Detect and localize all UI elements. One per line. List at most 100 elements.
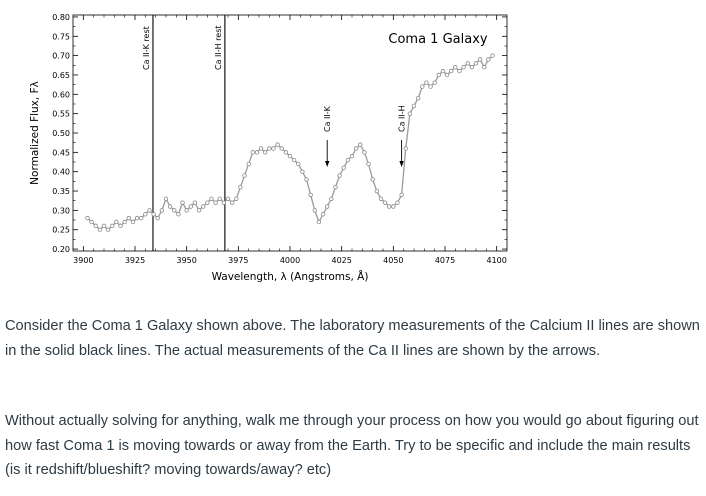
spectrum-point	[138, 215, 144, 221]
spectrum-point	[482, 65, 487, 70]
rest-line-label: Ca II-H rest	[214, 25, 223, 70]
spectrum-point	[192, 200, 198, 205]
spectrum-point	[333, 184, 338, 190]
spectrum-point	[263, 150, 268, 155]
spectrum-point	[209, 196, 214, 201]
spectrum-point	[217, 196, 222, 201]
spectrum-point	[440, 68, 446, 74]
spectrum-point	[353, 146, 359, 151]
x-tick-label: 4050	[383, 256, 403, 265]
observed-arrow-head	[399, 161, 404, 167]
spectrum-chart: 3900 3925 3950 3975 4000 4025 4050 4075 4100 0.20…	[29, 13, 508, 283]
spectrum-point	[134, 215, 140, 221]
spectrum-point	[457, 68, 462, 74]
spectrum-point	[403, 146, 408, 151]
spectrum-point	[411, 103, 417, 109]
spectrum-point	[477, 57, 483, 62]
spectrum-point	[155, 215, 160, 221]
spectrum-point	[221, 200, 227, 205]
observed-arrow-head	[325, 161, 330, 167]
spectrum-point	[275, 142, 280, 147]
y-tick-label: 0.50	[52, 129, 70, 138]
x-tick-label: 4075	[435, 256, 455, 265]
y-tick-label: 0.30	[52, 206, 70, 215]
spectrum-point	[122, 219, 127, 225]
spectrum-point	[143, 212, 148, 217]
spectrum-point	[465, 61, 470, 66]
spectrum-point	[453, 65, 458, 70]
spectrum-point	[391, 204, 396, 209]
observed-line-label: Ca II-H	[398, 105, 407, 132]
spectrum-point	[432, 80, 437, 85]
spectrum-point	[118, 223, 123, 229]
spectrum-point	[469, 65, 475, 70]
spectrum-point	[287, 154, 293, 159]
y-tick-label: 0.45	[52, 148, 70, 157]
spectrum-point	[395, 200, 400, 205]
y-tick-label: 0.25	[52, 226, 70, 235]
plot-frame	[72, 14, 508, 252]
spectrum-point	[316, 219, 322, 225]
spectrum-point	[436, 72, 441, 78]
spectrum-point	[184, 208, 189, 213]
spectrum-point	[242, 173, 247, 178]
y-tick-label: 0.55	[52, 110, 70, 119]
spectrum-point	[449, 68, 454, 74]
spectrum-point	[101, 223, 107, 229]
spectrum-point	[320, 212, 326, 217]
spectrum-point	[172, 208, 177, 213]
spectrum-point	[89, 219, 94, 225]
spectrum-point	[358, 142, 363, 147]
spectrum-point	[85, 215, 90, 221]
spectrum-point	[97, 227, 103, 232]
observed-line-label: Ca II-K	[323, 105, 332, 132]
y-tick-label: 0.60	[52, 90, 70, 99]
spectrum-point	[283, 150, 289, 155]
spectrum-point	[205, 200, 210, 205]
spectrum-point	[114, 219, 119, 225]
spectrum-point	[387, 204, 392, 209]
spectrum-point	[130, 219, 136, 225]
spectrum-point	[382, 200, 388, 205]
spectrum-point	[291, 157, 297, 163]
y-tick-label: 0.65	[52, 71, 70, 80]
y-tick-label: 0.20	[52, 245, 70, 254]
y-tick-label: 0.40	[52, 168, 70, 177]
spectrum-point	[424, 80, 429, 85]
spectrum-point	[200, 204, 206, 209]
spectrum-point	[167, 204, 173, 209]
spectrum-point	[271, 146, 276, 151]
annotations: Ca II-K rest Ca II-H rest Ca II-K Ca II-H	[142, 25, 407, 167]
x-tick-label: 3975	[228, 256, 248, 265]
spectrum-point	[296, 161, 301, 167]
spectrum-point	[188, 204, 193, 209]
spectrum-point	[337, 173, 342, 178]
spectrum-point	[308, 192, 313, 198]
spectrum-point	[490, 53, 495, 58]
spectrum-point	[279, 146, 284, 151]
spectrum-point	[374, 188, 379, 194]
spectrum-point	[267, 146, 272, 151]
spectrum-point	[225, 196, 231, 201]
spectrum-point	[329, 196, 334, 201]
x-tick-label: 3925	[125, 256, 145, 265]
spectrum-point	[444, 72, 450, 78]
rest-line-label: Ca II-K rest	[142, 26, 151, 70]
spectrum-point	[362, 150, 367, 155]
y-tick-label: 0.75	[52, 32, 70, 41]
spectrum-point	[238, 184, 243, 190]
spectrum-point	[254, 150, 260, 155]
spectrum-point	[428, 84, 433, 89]
spectrum-point	[213, 200, 218, 205]
spectrum-point	[473, 61, 479, 66]
spectrum-point	[461, 65, 466, 70]
spectrum-point	[176, 212, 181, 217]
spectrum-point	[196, 208, 202, 213]
y-tick-label: 0.35	[52, 187, 70, 196]
spectrum-point	[304, 177, 309, 182]
spectrum-point	[300, 169, 305, 174]
spectrum-point	[378, 196, 384, 201]
rest-lines	[152, 15, 226, 251]
y-tick-label: 0.70	[52, 52, 70, 61]
spectrum-point	[126, 215, 131, 221]
